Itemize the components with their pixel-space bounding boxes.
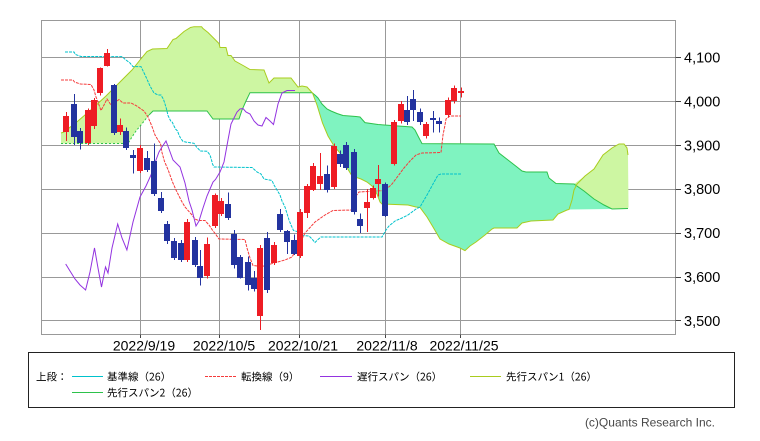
svg-text:2022/11/8: 2022/11/8 — [356, 338, 417, 354]
svg-text:3,900: 3,900 — [684, 138, 720, 154]
svg-text:(c)Quants Research Inc.: (c)Quants Research Inc. — [585, 416, 715, 430]
svg-text:4,000: 4,000 — [684, 95, 720, 111]
svg-text:3,800: 3,800 — [684, 182, 720, 198]
svg-text:2022/9/19: 2022/9/19 — [113, 338, 175, 354]
svg-text:2022/10/5: 2022/10/5 — [193, 338, 255, 354]
svg-text:3,500: 3,500 — [684, 314, 720, 330]
svg-text:3,600: 3,600 — [684, 270, 720, 286]
svg-text:2022/10/21: 2022/10/21 — [268, 338, 338, 354]
svg-text:4,100: 4,100 — [684, 51, 720, 67]
svg-text:3,700: 3,700 — [684, 226, 720, 242]
svg-text:2022/11/25: 2022/11/25 — [429, 338, 498, 354]
